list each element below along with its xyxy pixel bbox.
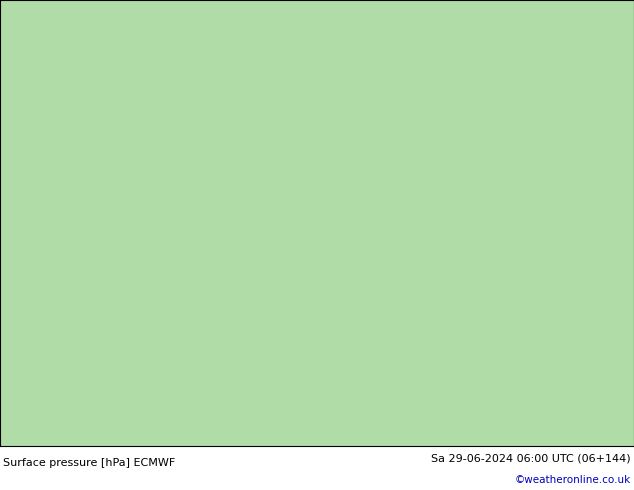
Text: Surface pressure [hPa] ECMWF: Surface pressure [hPa] ECMWF — [3, 458, 176, 468]
Text: Sa 29-06-2024 06:00 UTC (06+144): Sa 29-06-2024 06:00 UTC (06+144) — [431, 453, 631, 463]
Text: ©weatheronline.co.uk: ©weatheronline.co.uk — [515, 475, 631, 485]
